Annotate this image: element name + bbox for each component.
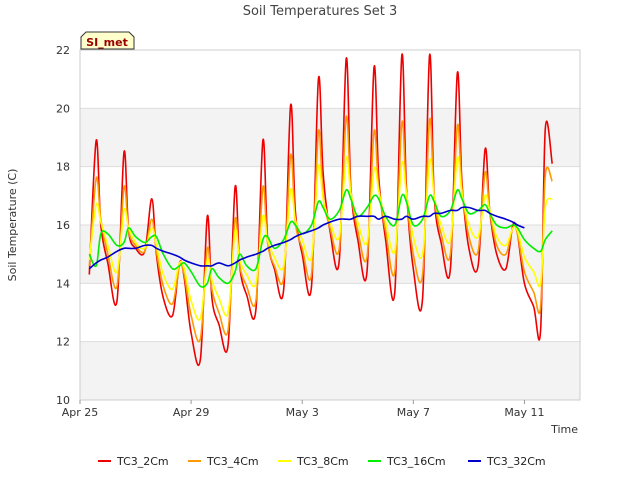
site-badge: SI_met <box>80 31 135 50</box>
plot-border <box>79 49 581 401</box>
y-tick-label: 10 <box>56 394 70 407</box>
y-tick-label: 14 <box>56 277 70 290</box>
x-tick-label: May 11 <box>504 406 544 419</box>
chart-title: Soil Temperatures Set 3 <box>243 4 398 19</box>
y-axis-label: Soil Temperature (C) <box>6 169 19 282</box>
x-tick-label: May 3 <box>286 406 319 419</box>
series-line-tc3_32cm <box>88 206 525 270</box>
legend-item-tc3_4cm: TC3_4Cm <box>188 455 259 468</box>
legend-item-tc3_16cm: TC3_16Cm <box>368 455 446 468</box>
x-axis-ticks: Apr 25 Apr 29 May 3 May 7 May 11 <box>62 400 545 419</box>
legend-label: TC3_32Cm <box>486 455 546 468</box>
x-tick-label: May 7 <box>397 406 430 419</box>
legend: TC3_2Cm TC3_4Cm TC3_8Cm TC3_16Cm TC3_32Cm <box>98 455 546 468</box>
grid-band <box>80 108 580 167</box>
series-line-tc3_8cm <box>88 155 553 321</box>
y-tick-label: 20 <box>56 102 70 115</box>
plot-area <box>79 49 581 401</box>
badge-label: SI_met <box>86 36 128 49</box>
legend-label: TC3_16Cm <box>386 455 446 468</box>
x-tick-label: Apr 25 <box>62 406 99 419</box>
y-tick-label: 22 <box>56 44 70 57</box>
legend-item-tc3_32cm: TC3_32Cm <box>468 455 546 468</box>
legend-item-tc3_2cm: TC3_2Cm <box>98 455 169 468</box>
legend-item-tc3_8cm: TC3_8Cm <box>278 455 349 468</box>
y-tick-label: 16 <box>56 219 70 232</box>
series-lines <box>88 53 553 367</box>
x-axis-label: Time <box>550 423 578 436</box>
y-tick-label: 12 <box>56 336 70 349</box>
legend-label: TC3_4Cm <box>206 455 259 468</box>
legend-label: TC3_2Cm <box>116 455 169 468</box>
badge-shape <box>80 31 135 50</box>
grid-band <box>80 341 580 400</box>
legend-label: TC3_8Cm <box>296 455 349 468</box>
y-axis-ticks: 10 12 14 16 18 20 22 <box>56 44 70 407</box>
x-tick-label: Apr 29 <box>173 406 210 419</box>
y-tick-label: 18 <box>56 161 70 174</box>
